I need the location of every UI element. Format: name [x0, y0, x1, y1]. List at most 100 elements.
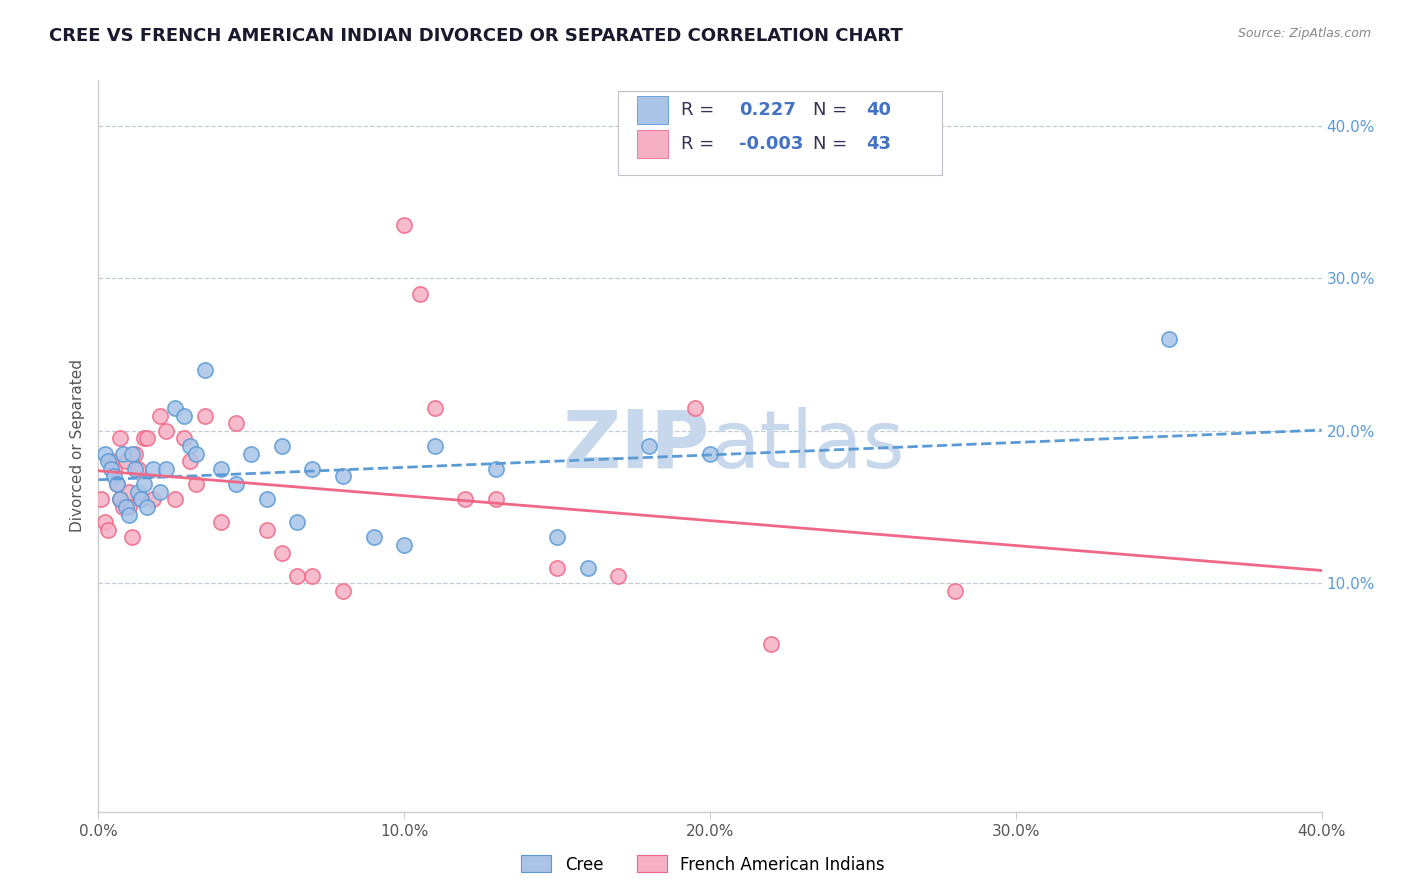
Text: atlas: atlas — [710, 407, 904, 485]
Point — [683, 401, 706, 415]
Point — [134, 477, 156, 491]
Point — [637, 439, 661, 453]
Point — [423, 439, 446, 453]
Point — [142, 462, 165, 476]
Point — [225, 477, 247, 491]
Point — [108, 492, 131, 507]
Point — [173, 431, 195, 445]
Text: R =: R = — [681, 135, 714, 153]
Point — [485, 462, 508, 476]
Text: R =: R = — [681, 101, 714, 120]
Point — [699, 447, 721, 461]
Point — [546, 561, 568, 575]
Point — [118, 508, 141, 522]
Point — [454, 492, 477, 507]
Point — [93, 515, 115, 529]
Point — [115, 500, 138, 514]
Text: N =: N = — [813, 135, 846, 153]
Point — [392, 538, 416, 552]
Text: -0.003: -0.003 — [740, 135, 804, 153]
Text: 43: 43 — [866, 135, 891, 153]
Legend: Cree, French American Indians: Cree, French American Indians — [513, 847, 893, 882]
Point — [186, 447, 208, 461]
Point — [100, 462, 122, 476]
Point — [270, 546, 292, 560]
Point — [103, 469, 125, 483]
Point — [124, 462, 146, 476]
Point — [485, 492, 508, 507]
Point — [332, 583, 354, 598]
Point — [209, 515, 232, 529]
Point — [256, 523, 278, 537]
Point — [105, 477, 128, 491]
Point — [179, 439, 201, 453]
Point — [209, 462, 232, 476]
Point — [149, 409, 172, 423]
Text: 40: 40 — [866, 101, 891, 120]
Text: CREE VS FRENCH AMERICAN INDIAN DIVORCED OR SEPARATED CORRELATION CHART: CREE VS FRENCH AMERICAN INDIAN DIVORCED … — [49, 27, 903, 45]
Point — [136, 431, 159, 445]
Point — [163, 401, 186, 415]
Point — [285, 515, 308, 529]
Point — [285, 568, 308, 582]
FancyBboxPatch shape — [637, 96, 668, 124]
Point — [607, 568, 630, 582]
Point — [155, 424, 177, 438]
FancyBboxPatch shape — [619, 91, 942, 176]
Point — [179, 454, 201, 468]
Point — [103, 462, 125, 476]
Point — [121, 447, 143, 461]
Point — [118, 500, 141, 514]
Point — [111, 447, 134, 461]
Point — [90, 492, 112, 507]
Point — [576, 561, 599, 575]
Point — [93, 447, 115, 461]
Point — [194, 363, 217, 377]
Text: Source: ZipAtlas.com: Source: ZipAtlas.com — [1237, 27, 1371, 40]
Point — [943, 583, 966, 598]
Point — [423, 401, 446, 415]
Point — [363, 530, 385, 544]
Point — [408, 286, 430, 301]
Point — [301, 462, 323, 476]
Point — [121, 530, 143, 544]
Point — [129, 492, 152, 507]
FancyBboxPatch shape — [637, 130, 668, 158]
Text: N =: N = — [813, 101, 846, 120]
Point — [142, 492, 165, 507]
Text: 0.227: 0.227 — [740, 101, 796, 120]
Point — [97, 523, 120, 537]
Point — [163, 492, 186, 507]
Point — [149, 484, 172, 499]
Point — [194, 409, 217, 423]
Point — [301, 568, 323, 582]
Point — [256, 492, 278, 507]
Point — [108, 431, 131, 445]
Point — [115, 454, 138, 468]
Point — [136, 500, 159, 514]
Point — [97, 454, 120, 468]
Point — [270, 439, 292, 453]
Point — [173, 409, 195, 423]
Point — [225, 416, 247, 430]
Point — [392, 218, 416, 232]
Text: ZIP: ZIP — [562, 407, 710, 485]
Point — [186, 477, 208, 491]
Point — [546, 530, 568, 544]
Point — [129, 492, 152, 507]
Point — [127, 462, 149, 476]
Point — [124, 447, 146, 461]
Y-axis label: Divorced or Separated: Divorced or Separated — [70, 359, 86, 533]
Point — [332, 469, 354, 483]
Point — [111, 500, 134, 514]
Point — [240, 447, 263, 461]
Point — [134, 431, 156, 445]
Point — [759, 637, 782, 651]
Point — [155, 462, 177, 476]
Point — [105, 477, 128, 491]
Point — [100, 454, 122, 468]
Point — [108, 492, 131, 507]
Point — [127, 484, 149, 499]
Point — [118, 484, 141, 499]
Point — [1157, 332, 1180, 346]
